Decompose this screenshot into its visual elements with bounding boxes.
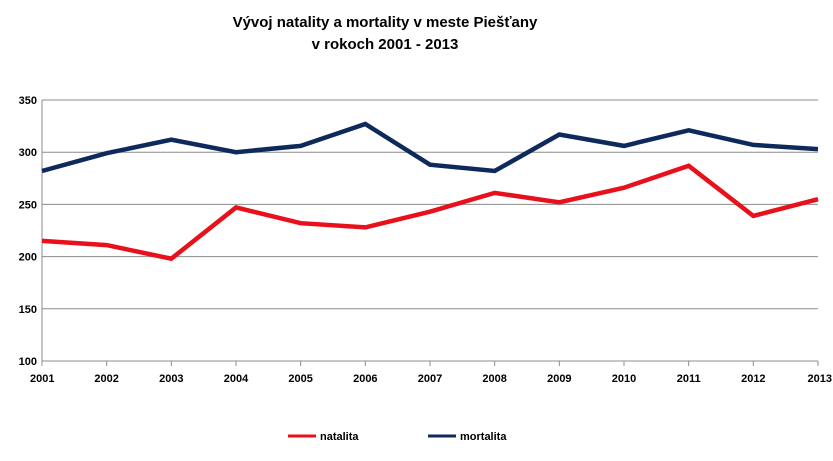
y-tick-label-350: 350 [19,95,37,107]
legend-label-mortalita: mortalita [460,431,507,443]
y-tick-label-150: 150 [19,304,37,316]
x-tick-label-2002: 2002 [94,373,118,385]
x-tick-label-2009: 2009 [547,373,571,385]
legend: natalita mortalita [288,431,507,443]
x-tick-label-2013: 2013 [808,373,832,385]
y-tick-label-300: 300 [19,147,37,159]
series-line-natalita [41,163,819,262]
y-tick-label-250: 250 [19,199,37,211]
series-lines [41,121,819,262]
x-tick-label-2005: 2005 [288,373,312,385]
x-tick-label-2007: 2007 [418,373,442,385]
legend-label-natalita: natalita [320,431,359,443]
chart-title-line-2: v rokoch 2001 - 2013 [311,36,459,53]
y-tick-label-200: 200 [19,252,37,264]
x-tick-label-2004: 2004 [224,373,249,385]
x-tick-label-2001: 2001 [30,373,54,385]
chart-title: Vývoj natality a mortality v meste Piešť… [150,12,620,56]
gridlines [41,99,818,362]
series-line-mortalita [41,121,819,174]
x-tick-label-2011: 2011 [677,373,701,385]
x-tick-label-2008: 2008 [482,373,506,385]
x-tick-label-2006: 2006 [353,373,377,385]
y-tick-label-100: 100 [19,356,37,368]
x-tick-label-2010: 2010 [612,373,636,385]
y-axis-ticks: 100 150 200 250 300 350 [19,95,37,368]
chart-title-line-1: Vývoj natality a mortality v meste Piešť… [232,14,538,31]
x-axis-ticks: 2001 2002 2003 2004 2005 2006 2007 2008 2009 2010… [30,361,832,385]
x-tick-label-2012: 2012 [741,373,765,385]
x-tick-label-2003: 2003 [159,373,183,385]
